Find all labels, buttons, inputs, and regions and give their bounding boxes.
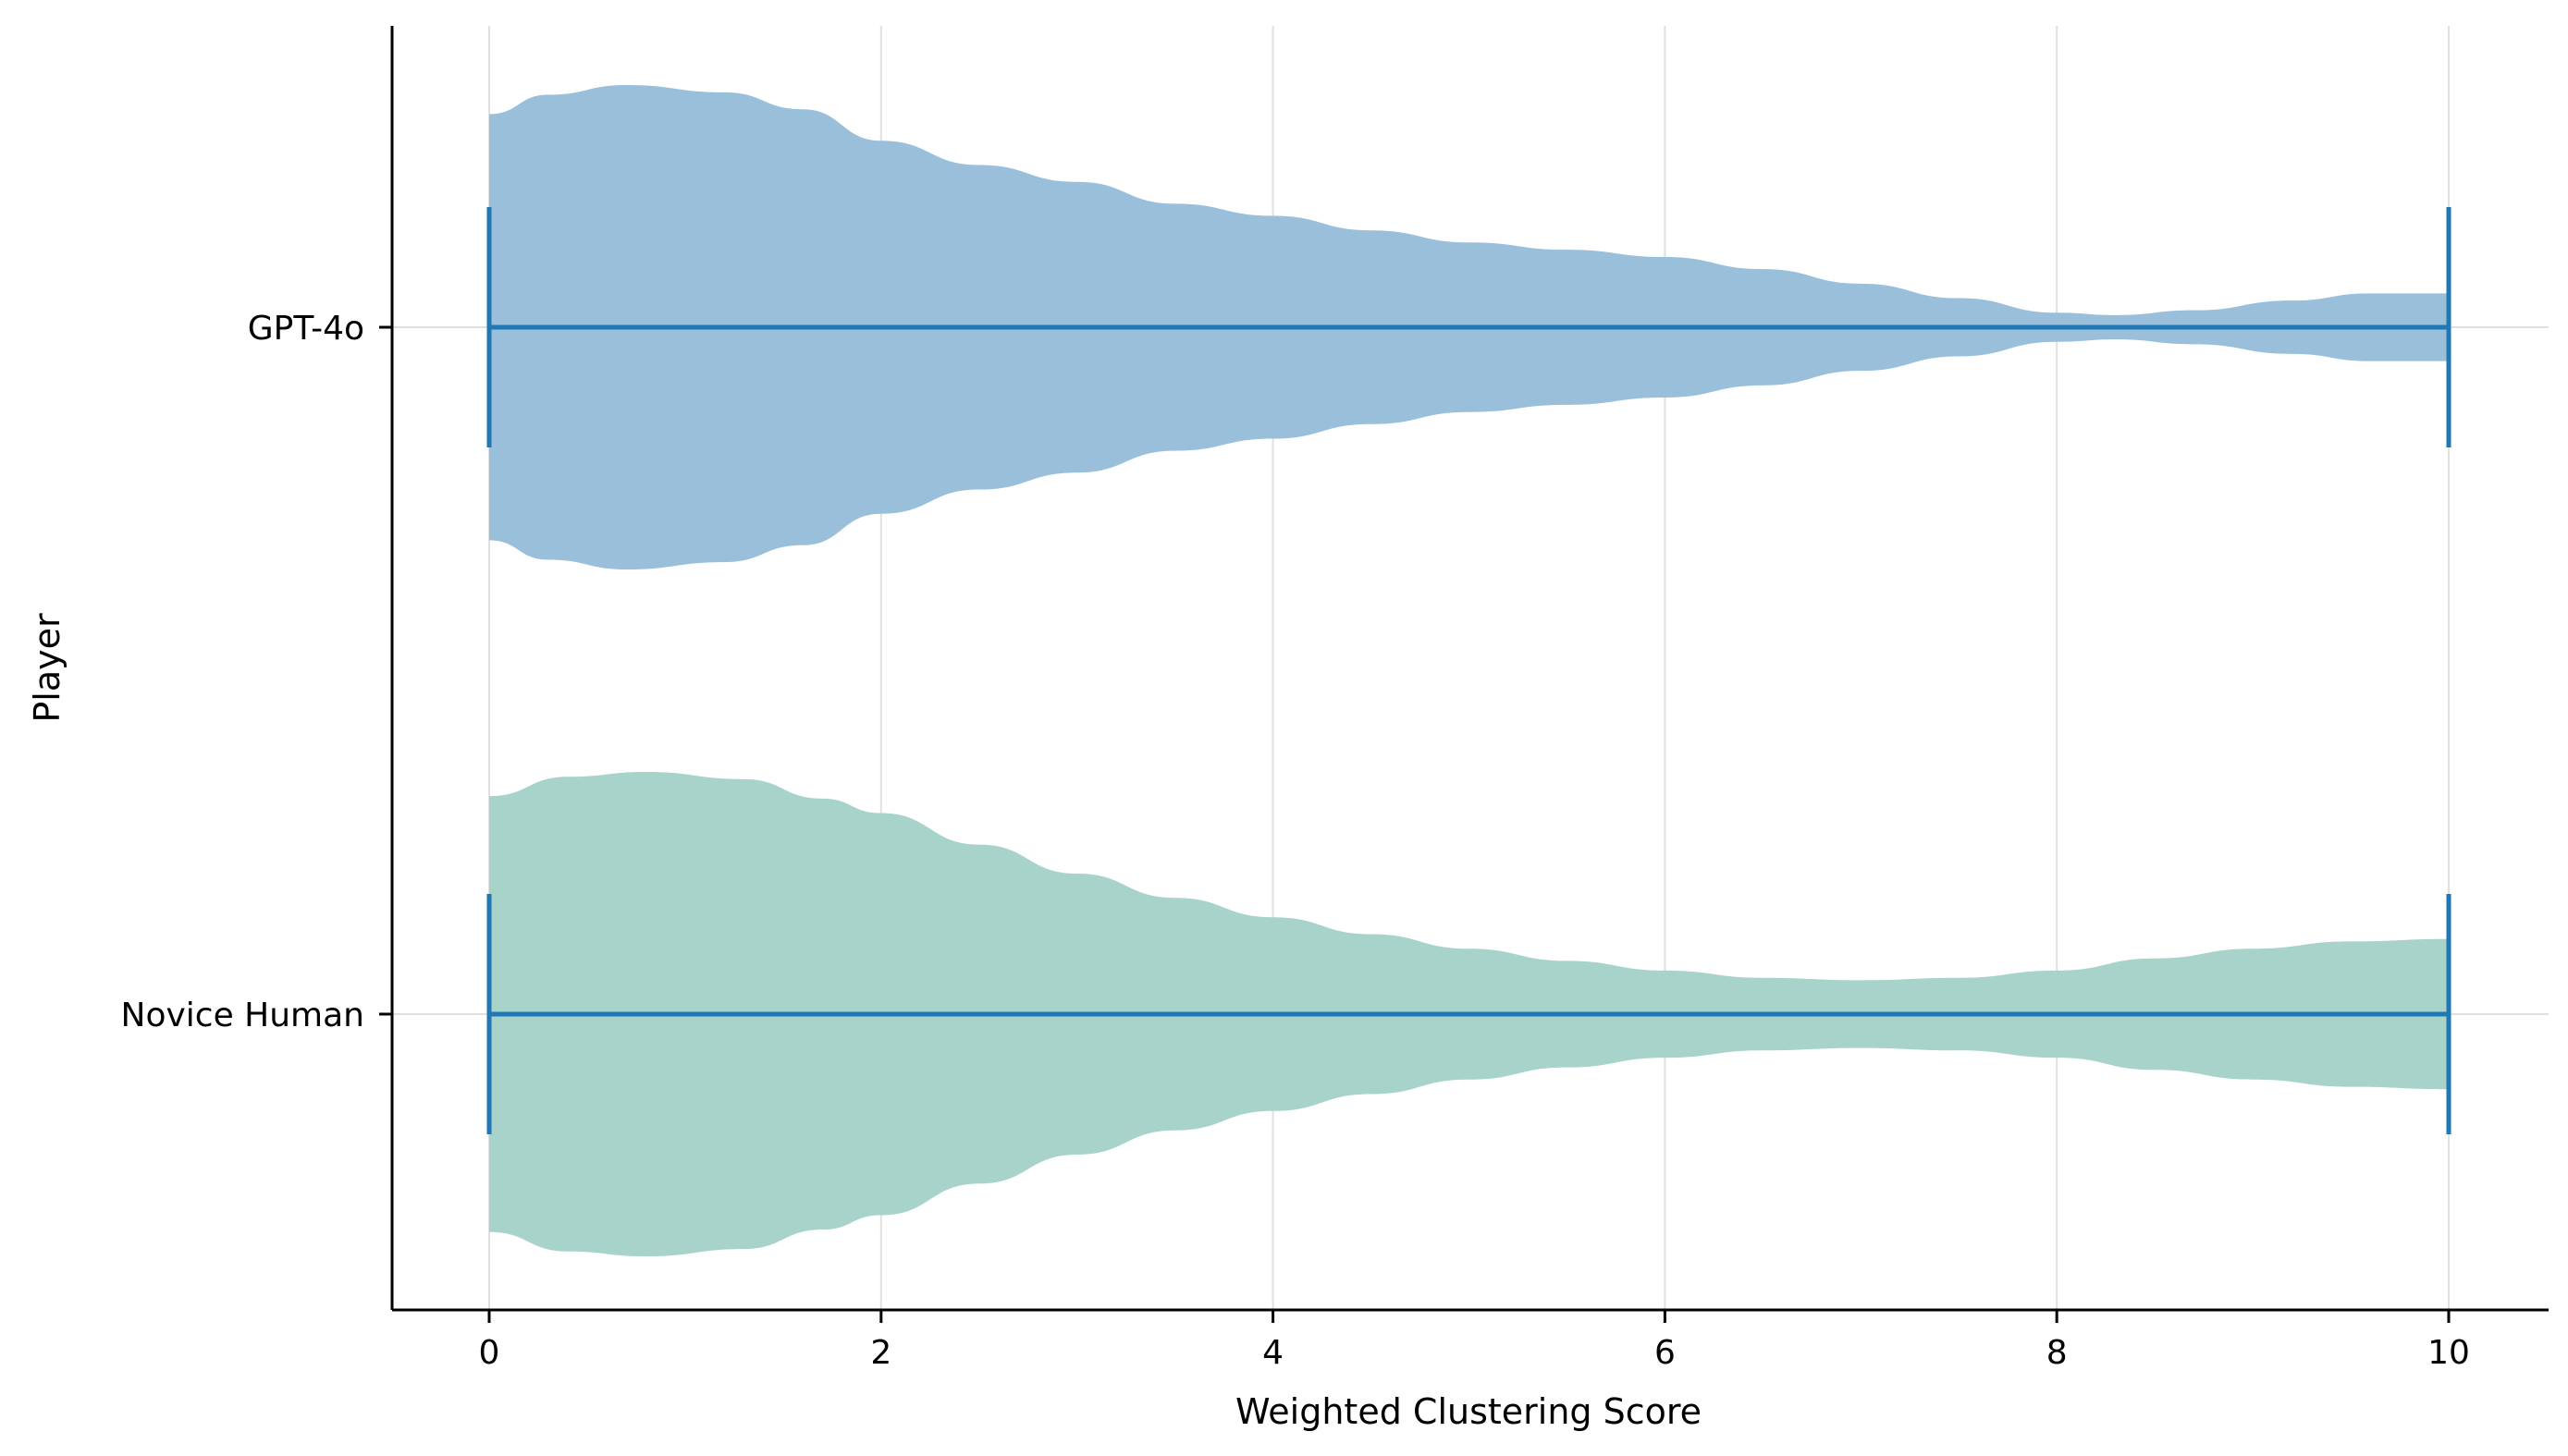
y-axis-title: Player — [27, 613, 68, 723]
violin-bodies — [489, 85, 2449, 1256]
x-tick-label: 8 — [2046, 1334, 2068, 1372]
x-tick-label: 10 — [2427, 1334, 2470, 1372]
x-axis-ticks: 0 2 4 6 8 10 — [479, 1310, 2470, 1372]
x-tick-label: 4 — [1262, 1334, 1284, 1372]
violin-markers — [486, 207, 2451, 1134]
axes — [390, 26, 2549, 1312]
x-axis-title: Weighted Clustering Score — [1235, 1391, 1702, 1432]
x-tick-label: 2 — [870, 1334, 891, 1372]
y-tick-label: GPT-4o — [248, 310, 364, 348]
x-tick-label: 0 — [479, 1334, 500, 1372]
y-axis-ticks: GPT-4o Novice Human — [121, 310, 392, 1034]
y-tick-label: Novice Human — [121, 997, 364, 1034]
x-tick-label: 6 — [1654, 1334, 1676, 1372]
